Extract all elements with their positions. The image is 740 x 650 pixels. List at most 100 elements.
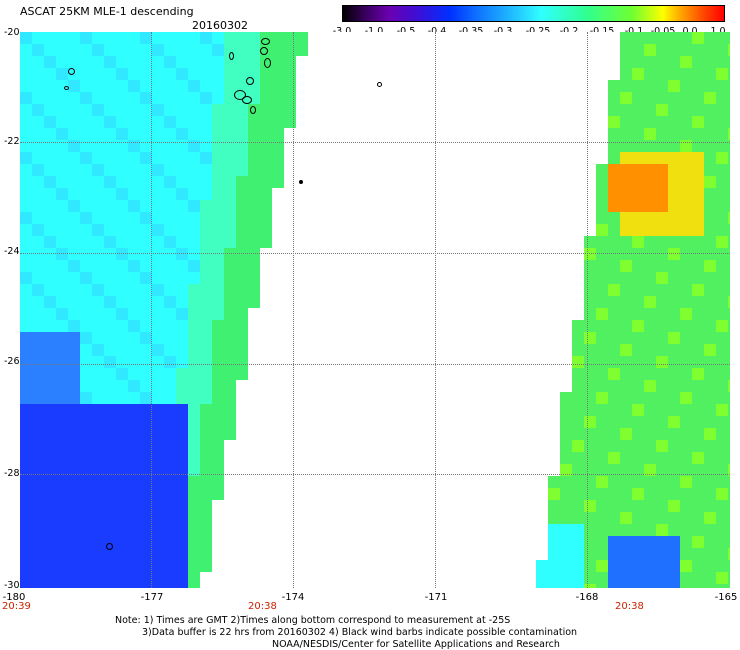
island-outline: [264, 58, 271, 68]
swath-cell: [572, 536, 584, 548]
swath-cell: [212, 176, 224, 188]
swath-cell: [80, 140, 92, 152]
swath-cell: [584, 572, 596, 584]
swath-cell: [32, 344, 44, 356]
swath-cell: [152, 476, 164, 488]
swath-cell: [620, 356, 632, 368]
swath-cell: [656, 380, 668, 392]
swath-cell: [188, 236, 200, 248]
swath-cell: [80, 368, 92, 380]
swath-cell: [584, 476, 596, 488]
swath-cell: [104, 128, 116, 140]
swath-cell: [692, 56, 704, 68]
swath-cell: [80, 284, 92, 296]
swath-cell: [32, 140, 44, 152]
swath-cell: [212, 152, 224, 164]
swath-cell: [608, 176, 620, 188]
swath-cell: [704, 272, 716, 284]
swath-cell: [20, 584, 32, 588]
swath-cell: [104, 284, 116, 296]
swath-cell: [584, 296, 596, 308]
swath-cell: [596, 452, 608, 464]
swath-cell: [56, 356, 68, 368]
swath-cell: [128, 452, 140, 464]
swath-cell: [692, 584, 704, 588]
swath-cell: [104, 56, 116, 68]
swath-cell: [164, 320, 176, 332]
swath-cell: [716, 164, 728, 176]
swath-cell: [680, 164, 692, 176]
swath-cell: [152, 380, 164, 392]
swath-cell: [68, 248, 80, 260]
swath-cell: [128, 176, 140, 188]
swath-cell: [32, 32, 44, 44]
swath-cell: [80, 536, 92, 548]
swath-cell: [56, 164, 68, 176]
swath-cell: [644, 92, 656, 104]
swath-cell: [596, 308, 608, 320]
swath-cell: [152, 404, 164, 416]
swath-cell: [44, 32, 56, 44]
swath-cell: [44, 116, 56, 128]
swath-cell: [140, 248, 152, 260]
swath-cell: [104, 92, 116, 104]
swath-cell: [212, 260, 224, 272]
swath-cell: [92, 392, 104, 404]
swath-cell: [728, 116, 730, 128]
swath-cell: [704, 404, 716, 416]
swath-cell: [668, 272, 680, 284]
swath-cell: [620, 140, 632, 152]
swath-cell: [44, 356, 56, 368]
swath-cell: [152, 236, 164, 248]
colorbar: [342, 5, 725, 22]
swath-cell: [80, 392, 92, 404]
swath-cell: [632, 236, 644, 248]
swath-cell: [104, 416, 116, 428]
swath-cell: [56, 248, 68, 260]
swath-cell: [680, 56, 692, 68]
swath-cell: [140, 584, 152, 588]
swath-cell: [644, 344, 656, 356]
swath-cell: [656, 92, 668, 104]
swath-cell: [260, 200, 272, 212]
swath-cell: [128, 44, 140, 56]
swath-cell: [620, 368, 632, 380]
swath-cell: [68, 452, 80, 464]
swath-cell: [644, 560, 656, 572]
swath-cell: [560, 584, 572, 588]
swath-cell: [164, 176, 176, 188]
swath-cell: [572, 584, 584, 588]
swath-cell: [632, 512, 644, 524]
swath-cell: [32, 500, 44, 512]
swath-cell: [164, 224, 176, 236]
swath-cell: [140, 284, 152, 296]
swath-cell: [224, 32, 236, 44]
swath-cell: [92, 560, 104, 572]
swath-cell: [92, 128, 104, 140]
swath-cell: [692, 344, 704, 356]
swath-cell: [620, 164, 632, 176]
swath-cell: [104, 44, 116, 56]
swath-cell: [20, 560, 32, 572]
swath-cell: [644, 212, 656, 224]
swath-cell: [656, 104, 668, 116]
swath-cell: [596, 572, 608, 584]
swath-cell: [20, 236, 32, 248]
swath-cell: [296, 44, 308, 56]
swath-cell: [44, 224, 56, 236]
swath-cell: [56, 236, 68, 248]
swath-cell: [272, 140, 284, 152]
swath-cell: [560, 416, 572, 428]
swath-cell: [572, 392, 584, 404]
swath-cell: [668, 320, 680, 332]
swath-cell: [20, 548, 32, 560]
swath-cell: [548, 584, 560, 588]
grid-line: [587, 32, 588, 588]
swath-cell: [692, 524, 704, 536]
swath-cell: [188, 572, 200, 584]
swath-cell: [152, 56, 164, 68]
swath-cell: [224, 104, 236, 116]
swath-cell: [224, 308, 236, 320]
swath-cell: [704, 500, 716, 512]
swath-cell: [176, 152, 188, 164]
